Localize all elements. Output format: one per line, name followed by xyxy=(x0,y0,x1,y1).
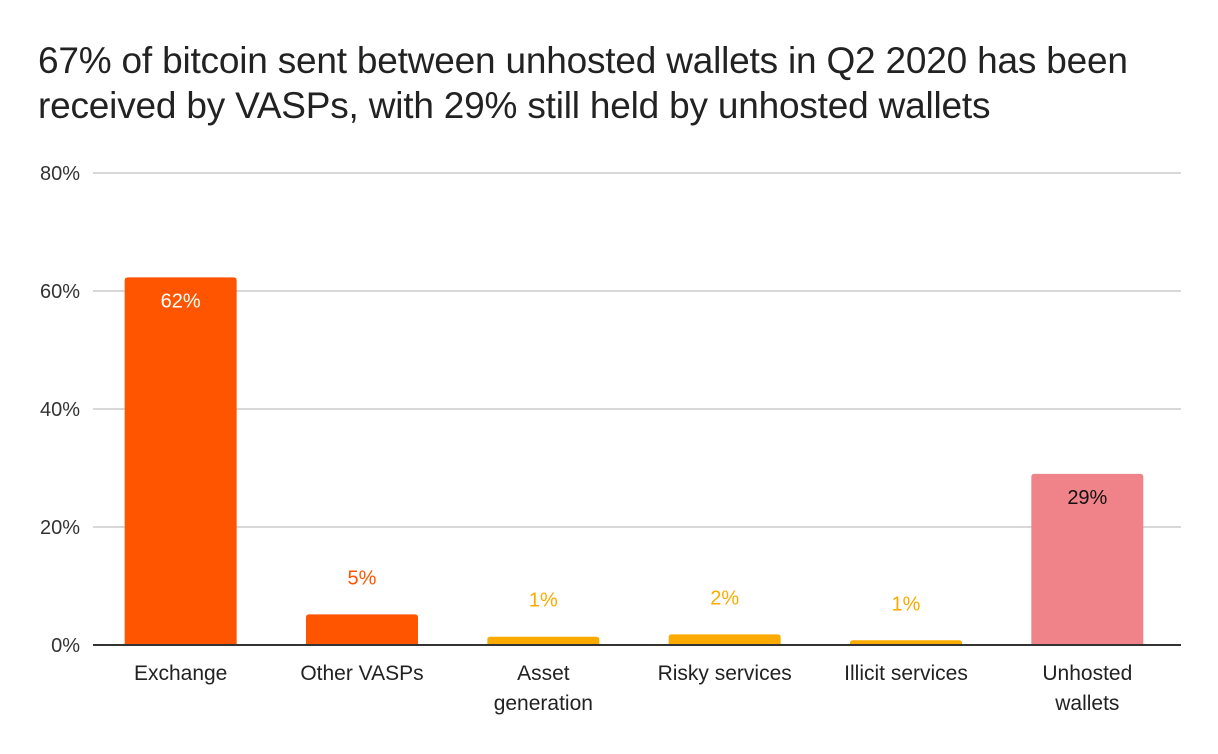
bars xyxy=(124,277,1144,645)
data-label: 2% xyxy=(710,587,739,609)
data-label: 1% xyxy=(529,590,558,612)
y-tick-label: 0% xyxy=(51,635,80,657)
bar xyxy=(850,640,962,645)
bar xyxy=(124,277,237,645)
x-tick-label: Exchange xyxy=(134,662,227,685)
y-tick-label: 60% xyxy=(40,281,80,303)
y-tick-label: 80% xyxy=(40,163,80,185)
x-axis: Exchange Other VASPs Asset generation Risky … xyxy=(93,644,1181,715)
bar xyxy=(306,614,418,645)
data-label: 5% xyxy=(348,567,377,589)
x-tick-label: Unhosted wallets xyxy=(1042,662,1132,715)
data-labels: 62% 5% 1% 2% 1% 29% xyxy=(161,290,1108,615)
bar xyxy=(1031,473,1144,645)
x-tick-label: Illicit services xyxy=(844,662,968,685)
data-label: 29% xyxy=(1067,487,1107,509)
x-tick-label: Risky services xyxy=(658,662,792,685)
y-tick-label: 40% xyxy=(40,399,80,421)
gridlines xyxy=(93,172,1181,528)
x-tick-label: Asset generation xyxy=(494,662,593,715)
x-tick-label: Other VASPs xyxy=(300,662,423,685)
y-tick-label: 20% xyxy=(40,517,80,539)
bar xyxy=(487,636,600,645)
data-label: 62% xyxy=(161,290,201,312)
data-label: 1% xyxy=(892,593,921,615)
bar xyxy=(668,634,781,645)
y-axis: 0% 20% 40% 60% 80% xyxy=(40,163,80,657)
chart-title: 67% of bitcoin sent between unhosted wal… xyxy=(38,40,1128,126)
